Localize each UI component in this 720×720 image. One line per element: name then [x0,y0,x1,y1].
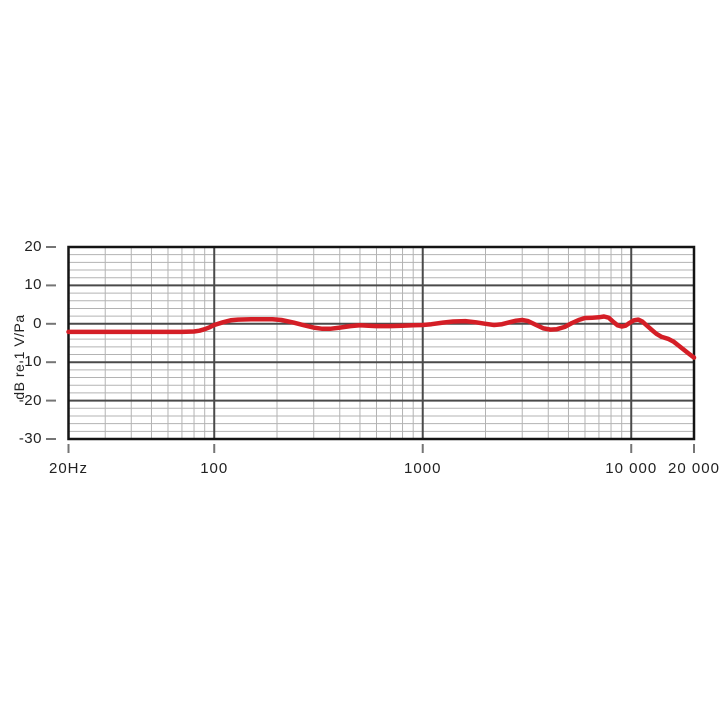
frequency-response-curve [66,314,697,360]
plot-frame [67,245,696,441]
y-tick-label: 0 [33,314,42,332]
x-tick-label: 20 000 [668,460,720,477]
y-tick-label: -20 [18,391,42,409]
y-tick-label: 20 [24,238,42,255]
x-tick-label: 10 000 [605,460,658,477]
y-tick-label: -30 [18,430,42,447]
x-tick-label: 1000 [404,460,442,477]
y-axis-title: dB re 1 V/Pa [11,314,27,400]
x-tick-label: 20Hz [48,460,89,477]
y-tick-label: -10 [18,353,42,371]
y-tick-label: 10 [24,276,42,294]
x-tick-label: 100 [200,460,229,477]
